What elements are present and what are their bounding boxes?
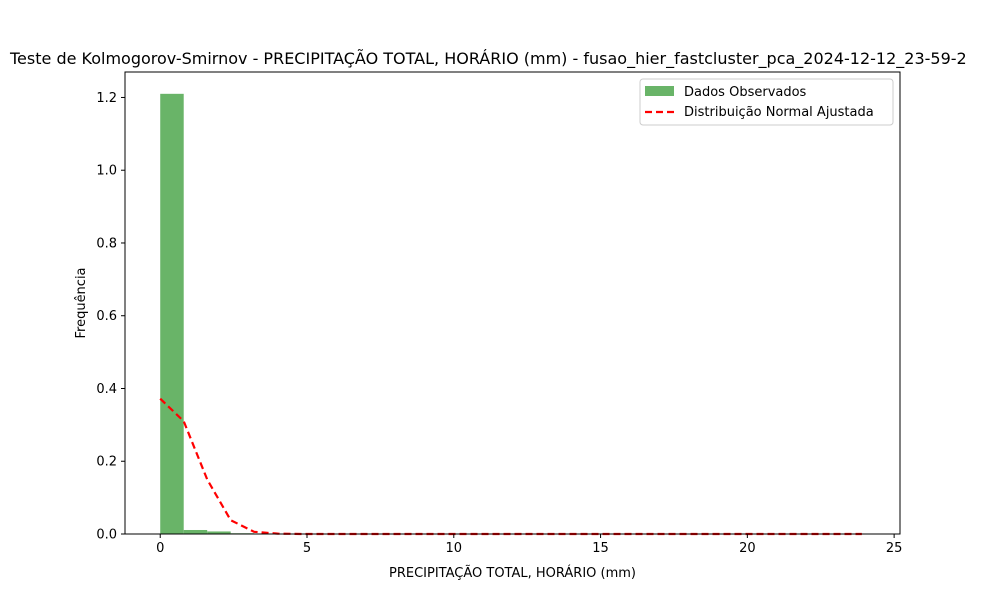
histogram-bar bbox=[207, 531, 231, 534]
y-tick-label: 1.0 bbox=[96, 164, 117, 179]
x-tick-label: 0 bbox=[156, 541, 164, 556]
plot-frame bbox=[124, 71, 901, 535]
legend: Dados Observados Distribuição Normal Aju… bbox=[639, 78, 894, 126]
fitted-line-layer bbox=[159, 397, 862, 536]
histogram-bar bbox=[183, 529, 208, 534]
x-tick-label: 5 bbox=[303, 541, 311, 556]
y-tick-label: 0.2 bbox=[96, 455, 117, 470]
y-tick-label: 0.0 bbox=[96, 528, 117, 543]
x-axis-ticks: 0 5 10 15 20 25 bbox=[156, 534, 902, 556]
x-tick-label: 25 bbox=[886, 541, 903, 556]
y-tick-label: 0.6 bbox=[96, 309, 117, 324]
legend-box bbox=[639, 78, 894, 126]
legend-label-histogram: Dados Observados bbox=[684, 85, 807, 100]
y-axis-label: Frequência bbox=[74, 267, 89, 338]
histogram-bars bbox=[160, 93, 396, 534]
legend-swatch-histogram bbox=[645, 86, 674, 96]
legend-label-fitted-line: Distribuição Normal Ajustada bbox=[684, 105, 874, 120]
y-tick-label: 0.8 bbox=[96, 236, 117, 251]
x-axis-label: PRECIPITAÇÃO TOTAL, HORÁRIO (mm) bbox=[389, 565, 636, 581]
x-tick-label: 10 bbox=[446, 541, 463, 556]
y-tick-label: 1.2 bbox=[96, 91, 117, 106]
y-axis-ticks: 0.0 0.2 0.4 0.6 0.8 1.0 1.2 bbox=[96, 91, 125, 543]
histogram-bar bbox=[160, 93, 184, 534]
x-tick-label: 15 bbox=[592, 541, 609, 556]
x-tick-label: 20 bbox=[739, 541, 756, 556]
y-tick-label: 0.4 bbox=[96, 382, 117, 397]
fitted-normal-line bbox=[159, 397, 862, 536]
chart-title: Teste de Kolmogorov-Smirnov - PRECIPITAÇ… bbox=[9, 49, 967, 69]
